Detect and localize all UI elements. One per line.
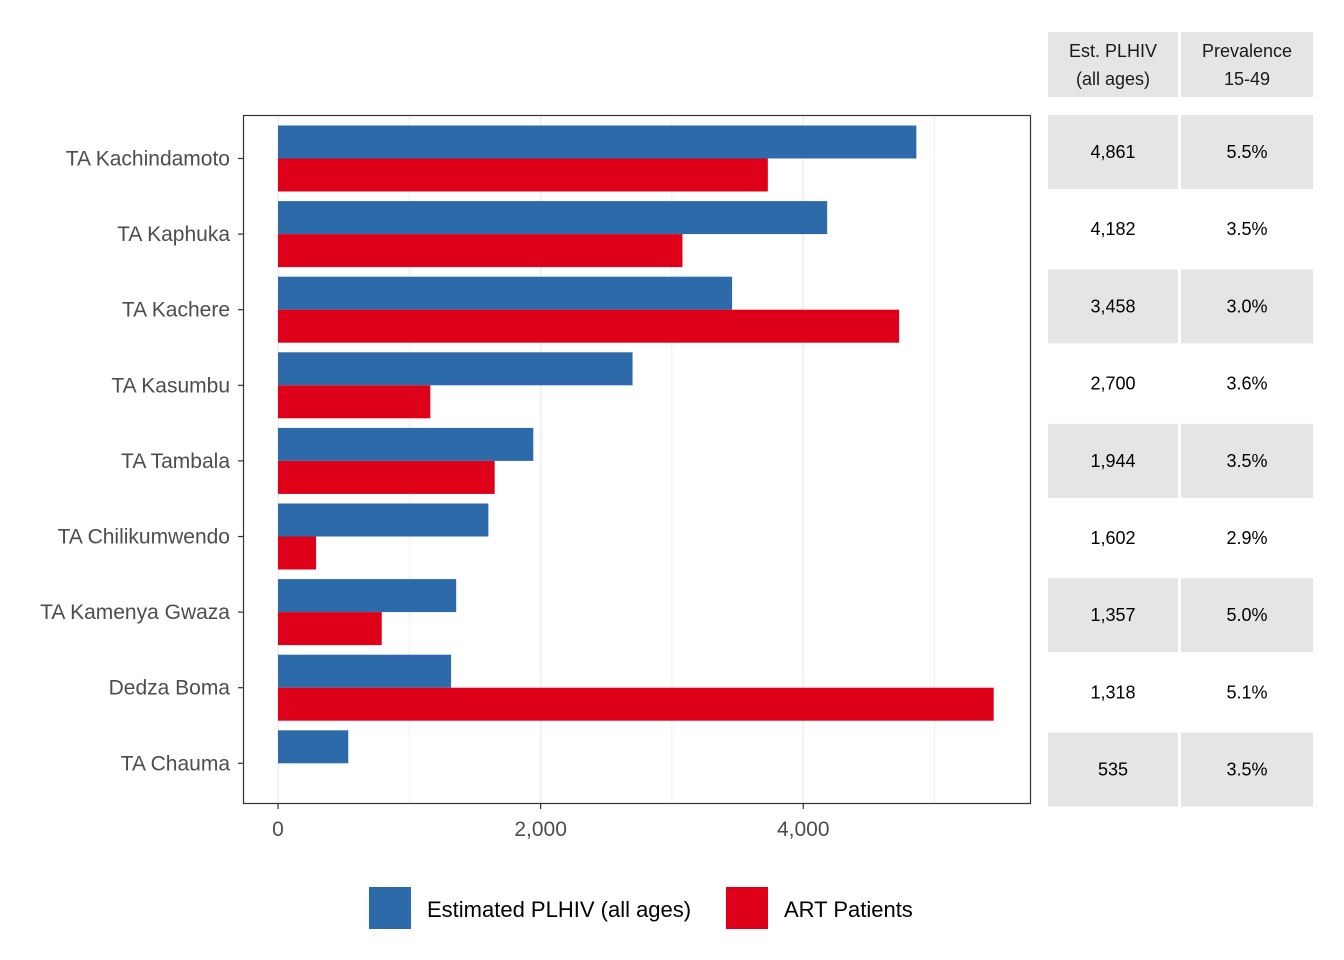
bar-art	[278, 612, 382, 646]
table-cell-bg	[1048, 578, 1178, 653]
x-tick-label: 0	[272, 818, 284, 841]
table-cell-bg	[1181, 732, 1313, 807]
table-cell-bg	[1181, 115, 1313, 189]
bar-plhiv	[278, 730, 349, 764]
category-label: TA Kachere	[122, 299, 230, 322]
table-cell-prevalence: 2.9%	[1226, 528, 1267, 548]
bar-plhiv	[278, 201, 828, 235]
table-cell-prevalence: 3.5%	[1226, 760, 1267, 780]
x-tick-label: 2,000	[514, 818, 567, 841]
category-label: TA Kasumbu	[111, 374, 230, 397]
table-header-cell	[1048, 32, 1178, 97]
bar-plhiv	[278, 276, 733, 310]
category-label: TA Chilikumwendo	[58, 526, 230, 549]
table-cell-bg	[1181, 269, 1313, 344]
table-cell-plhiv: 4,182	[1090, 219, 1135, 239]
bar-art	[278, 460, 495, 494]
table-cell-prevalence: 5.1%	[1226, 682, 1267, 702]
bar-plhiv	[278, 125, 917, 159]
table-cell-bg	[1048, 115, 1178, 189]
table-cell-plhiv: 4,861	[1090, 142, 1135, 162]
bar-art	[278, 309, 900, 343]
table-cell-prevalence: 3.6%	[1226, 374, 1267, 394]
legend-label: ART Patients	[784, 897, 913, 922]
table-cell-prevalence: 3.0%	[1226, 296, 1267, 316]
stats-table: Est. PLHIV (all ages) Prevalence 15-49 4,861…	[1048, 32, 1313, 807]
table-header-text: 15-49	[1224, 69, 1270, 89]
bars	[278, 125, 994, 764]
bar-plhiv	[278, 503, 489, 537]
table-cell-bg	[1048, 269, 1178, 344]
table-cell-bg	[1181, 423, 1313, 498]
bar-plhiv	[278, 579, 457, 613]
table-cell-prevalence: 3.5%	[1226, 219, 1267, 239]
category-label: TA Kamenya Gwaza	[40, 601, 230, 624]
table-cell-plhiv: 535	[1098, 760, 1128, 780]
legend-key	[726, 887, 768, 929]
category-label: TA Kachindamoto	[66, 148, 230, 171]
bar-plhiv	[278, 352, 633, 386]
plot-panel	[242, 114, 1032, 805]
legend: Estimated PLHIV (all ages) ART Patients	[369, 887, 913, 929]
bar-art	[278, 234, 683, 268]
table-cell-bg	[1181, 578, 1313, 653]
x-tick-label: 4,000	[777, 818, 830, 841]
table-cell-plhiv: 2,700	[1090, 374, 1135, 394]
table-header-text: (all ages)	[1076, 69, 1150, 89]
bar-art	[278, 385, 431, 419]
table-cell-plhiv: 1,602	[1090, 528, 1135, 548]
table-cell-plhiv: 1,944	[1090, 451, 1135, 471]
table-header-text: Est. PLHIV	[1069, 41, 1157, 61]
category-label: TA Chauma	[121, 752, 231, 775]
category-label: TA Tambala	[121, 450, 230, 473]
bar-art	[278, 158, 768, 192]
bar-plhiv	[278, 654, 452, 688]
category-label: Dedza Boma	[109, 677, 231, 700]
bar-plhiv	[278, 427, 534, 461]
axes: TA Kachindamoto TA Kaphuka TA Kachere TA Ka…	[40, 148, 829, 842]
table-cell-prevalence: 5.0%	[1226, 605, 1267, 625]
bar-art	[278, 687, 994, 721]
table-cell-plhiv: 1,318	[1090, 682, 1135, 702]
table-cell-bg	[1048, 423, 1178, 498]
table-cell-bg	[1048, 732, 1178, 807]
category-label: TA Kaphuka	[117, 223, 230, 246]
table-cell-plhiv: 3,458	[1090, 296, 1135, 316]
bar-art	[278, 536, 317, 570]
legend-label: Estimated PLHIV (all ages)	[427, 897, 691, 922]
table-header-cell	[1181, 32, 1313, 97]
table-cell-plhiv: 1,357	[1090, 605, 1135, 625]
table-cell-prevalence: 5.5%	[1226, 142, 1267, 162]
table-header-text: Prevalence	[1202, 41, 1292, 61]
legend-key	[369, 887, 411, 929]
table-cell-prevalence: 3.5%	[1226, 451, 1267, 471]
